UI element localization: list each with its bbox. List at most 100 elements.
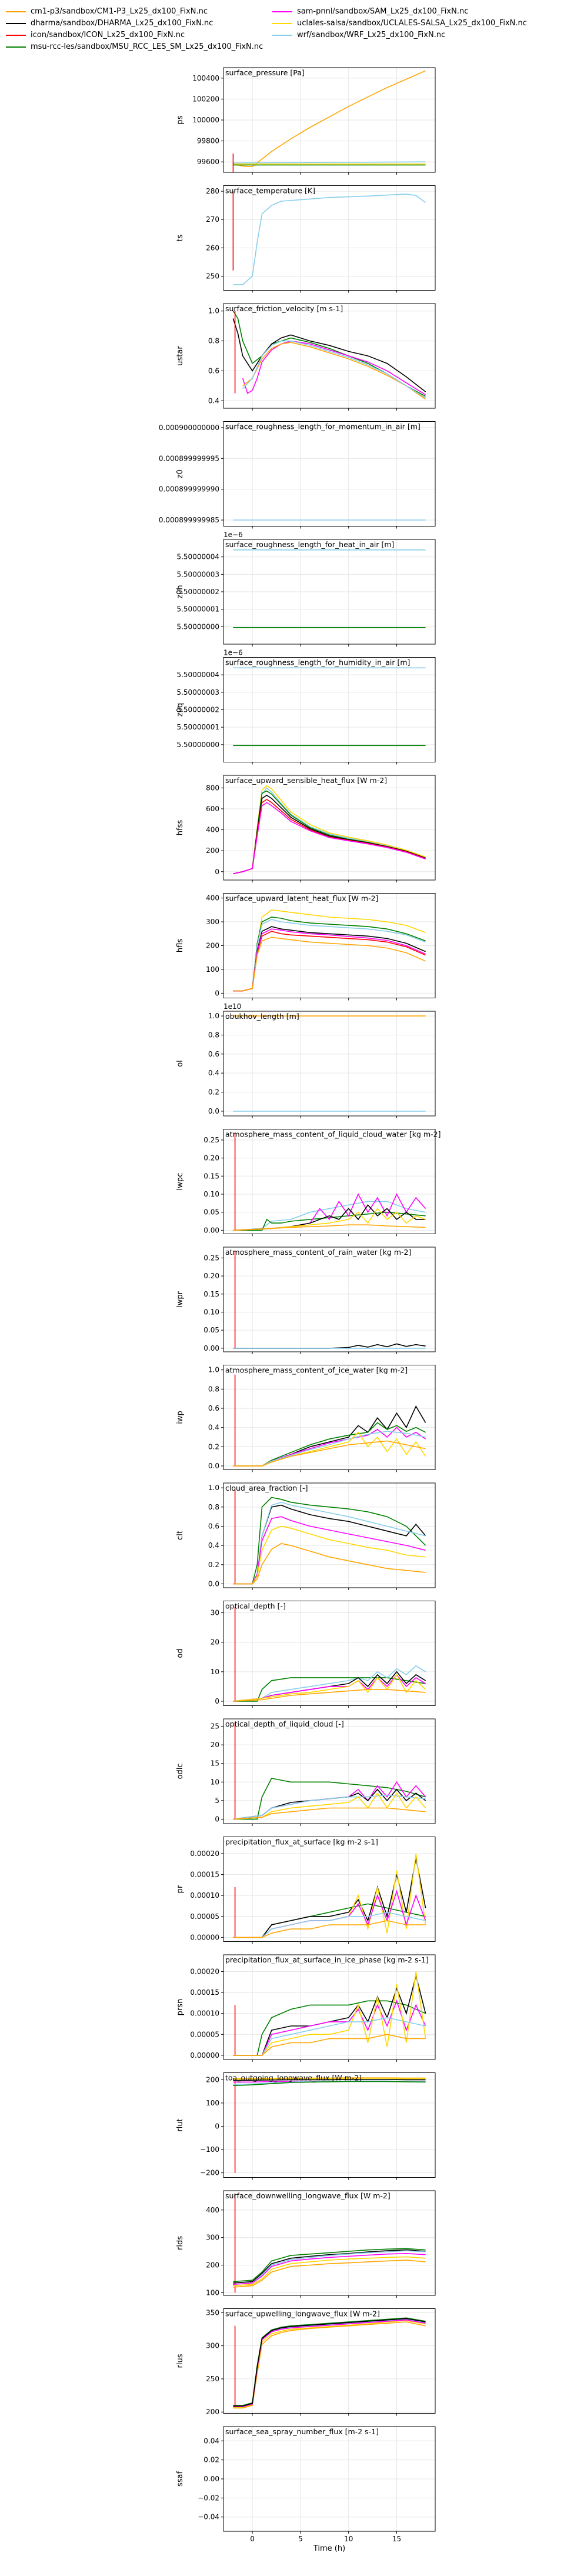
series-line: [233, 1525, 426, 1585]
y-tick-label: 0.8: [208, 1503, 219, 1511]
subplot: 250 260 270 280 surface_temperature [K] ts: [176, 185, 436, 293]
y-axis-label: ustar: [176, 346, 185, 366]
axes-frame: [223, 1247, 436, 1352]
subplot: −0.04 −0.02 0.00 0.02 0.04 0 5 10 15 surface_sea_…: [176, 2426, 436, 2553]
series-line: [233, 2260, 426, 2288]
y-tick-label: 100: [206, 2099, 219, 2107]
y-tick-label: 0.8: [208, 1385, 219, 1393]
y-tick-label: 0.2: [208, 1442, 219, 1451]
y-tick-label: 0.10: [203, 1308, 219, 1316]
legend-label: msu-rcc-les/sandbox/MSU_RCC_LES_SM_Lx25_…: [31, 42, 263, 51]
subplot: 0.0 0.2 0.4 0.6 0.8 1.0 atmosphere_mass_conten…: [176, 1365, 436, 1472]
series-line: [233, 1516, 426, 1585]
subplot-title: surface_roughness_length_for_momentum_in…: [225, 422, 421, 431]
subplot-title: atmosphere_mass_content_of_liquid_cloud_…: [225, 1130, 440, 1139]
y-tick-label: 1.0: [208, 1366, 219, 1374]
subplot-title: optical_depth_of_liquid_cloud [-]: [225, 1719, 344, 1728]
series-line: [233, 1201, 426, 1231]
legend-entry: sam-pnnl/sandbox/SAM_Lx25_dx100_FixN.nc: [272, 7, 468, 16]
legend-swatch: [272, 11, 292, 12]
y-tick-label: 0.0: [208, 1107, 219, 1115]
series-line: [233, 194, 426, 285]
axes-frame: [223, 185, 436, 291]
y-axis-label: ps: [176, 115, 185, 124]
series-line: [233, 1792, 426, 1820]
y-tick-label: 0.00: [203, 1344, 219, 1352]
axes-frame: [223, 1129, 436, 1234]
axes-frame: [223, 775, 436, 881]
series-line: [233, 1440, 426, 1467]
y-tick-label: 0.00: [203, 2475, 219, 2483]
subplot-title: atmosphere_mass_content_of_ice_water [kg…: [225, 1366, 408, 1375]
y-tick-label: 0.05: [203, 1208, 219, 1217]
y-tick-label: 0.00000: [190, 1933, 219, 1941]
axes-frame: [223, 1837, 436, 1942]
y-tick-label: 0.02: [203, 2456, 219, 2464]
y-axis-label: prsn: [176, 1999, 185, 2016]
subplot: 0.00 0.05 0.10 0.15 0.20 0.25 atmosphere_mass_…: [176, 1129, 440, 1237]
series-line: [233, 2318, 426, 2407]
series-line: [233, 2250, 426, 2285]
y-tick-label: 200: [206, 2261, 219, 2269]
y-tick-label: 0.4: [208, 1541, 219, 1549]
series-line: [233, 1794, 426, 1820]
y-tick-label: 0.00: [203, 1226, 219, 1234]
y-tick-label: 5.50000001: [176, 723, 219, 731]
y-tick-label: 1.0: [208, 1012, 219, 1020]
y-tick-label: 5.50000000: [176, 622, 219, 631]
series-line: [233, 1674, 426, 1702]
y-axis-label: rlus: [176, 2354, 185, 2368]
series-line: [233, 2249, 426, 2284]
series-line: [233, 1224, 426, 1231]
y-tick-label: 600: [206, 805, 219, 813]
legend-swatch: [272, 23, 292, 24]
x-tick-label: 10: [344, 2535, 353, 2543]
subplot: 0.0 0.2 0.4 0.6 0.8 1.0 obukhov_length [m] ol 1e…: [176, 1002, 436, 1118]
y-tick-label: 10: [211, 1668, 219, 1676]
y-tick-label: 0.0: [208, 1579, 219, 1588]
y-axis-label: ol: [176, 1060, 185, 1067]
y-tick-label: 0.00005: [190, 2030, 219, 2038]
subplot: 0.00000 0.00005 0.00010 0.00015 0.00020 preci…: [176, 1837, 436, 1944]
series-line: [233, 1211, 426, 1231]
y-tick-label: 0.8: [208, 337, 219, 345]
y-tick-label: 0.6: [208, 1050, 219, 1058]
y-tick-label: 0.000899999985: [159, 516, 219, 524]
x-tick-label: 5: [298, 2535, 303, 2543]
y-tick-label: 0.4: [208, 396, 219, 405]
y-tick-label: 100000: [192, 116, 219, 124]
axes-frame: [223, 2190, 436, 2296]
y-tick-label: 280: [206, 187, 219, 195]
y-tick-label: −200: [200, 2169, 219, 2177]
y-tick-label: 0.00000: [190, 2051, 219, 2060]
axes-frame: [223, 1718, 436, 1824]
y-tick-label: 5: [215, 1797, 219, 1805]
legend: cm1-p3/sandbox/CM1-P3_Lx25_dx100_FixN.nc…: [0, 0, 574, 65]
legend-swatch: [6, 46, 26, 48]
y-tick-label: 20: [211, 1741, 219, 1749]
y-tick-label: −0.02: [198, 2494, 219, 2502]
y-tick-label: 100200: [192, 95, 219, 103]
legend-entry: wrf/sandbox/WRF_Lx25_dx100_FixN.nc: [272, 31, 445, 40]
y-tick-label: 0.05: [203, 1326, 219, 1334]
subplot-title: surface_friction_velocity [m s-1]: [225, 304, 343, 313]
series-line: [233, 2081, 426, 2087]
series-line: [233, 1911, 426, 1938]
series-line: [233, 2034, 426, 2056]
y-tick-label: 0.8: [208, 1031, 219, 1039]
subplot-title: surface_roughness_length_for_heat_in_air…: [225, 540, 394, 549]
y-axis-label: od: [176, 1648, 185, 1658]
y-tick-label: 0.6: [208, 1404, 219, 1412]
legend-entry: msu-rcc-les/sandbox/MSU_RCC_LES_SM_Lx25_…: [6, 42, 263, 52]
legend-label: uclales-salsa/sandbox/UCLALES-SALSA_Lx25…: [297, 19, 527, 28]
subplot-title: surface_sea_spray_number_flux [m-2 s-1]: [225, 2427, 379, 2436]
series-line: [233, 1497, 426, 1585]
y-axis-label: rlds: [176, 2236, 185, 2250]
series-line: [233, 1778, 426, 1820]
subplot-title: precipitation_flux_at_surface [kg m-2 s-…: [225, 1838, 378, 1847]
y-tick-label: 0.6: [208, 1522, 219, 1530]
y-tick-label: 0.0: [208, 1462, 219, 1470]
x-tick-label: 15: [392, 2535, 401, 2543]
subplot: 0 5 10 15 20 25 optical_depth_of_liquid_cloud …: [176, 1718, 436, 1826]
subplot: −200 −100 0 100 200 toa_outgoing_longwave_flu…: [176, 2072, 436, 2180]
